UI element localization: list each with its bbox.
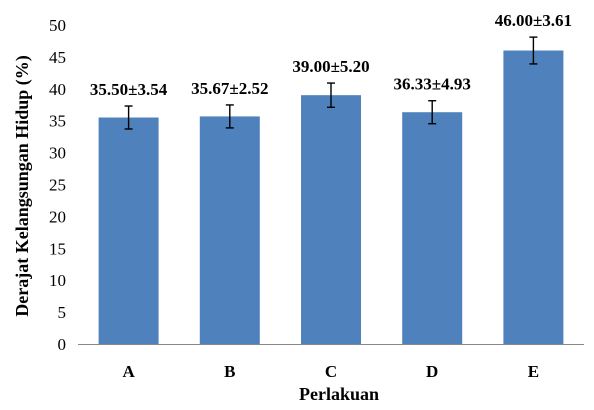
data-label: 35.67±2.52 — [191, 79, 268, 98]
x-tick-label: E — [528, 362, 539, 381]
error-bar — [428, 100, 437, 125]
x-axis-title: Perlakuan — [299, 384, 379, 404]
x-tick-label: C — [325, 362, 337, 381]
x-tick-label: D — [426, 362, 438, 381]
data-label: 39.00±5.20 — [292, 57, 369, 76]
y-tick-label: 10 — [49, 271, 66, 290]
bar — [98, 117, 159, 344]
bar — [301, 95, 361, 345]
y-tick-label: 40 — [49, 80, 66, 99]
error-bar — [529, 36, 538, 65]
y-tick-label: 0 — [58, 335, 67, 354]
y-tick-label: 50 — [49, 16, 66, 35]
x-tick-label: B — [224, 362, 235, 381]
bar — [503, 50, 564, 345]
y-tick-label: 15 — [49, 239, 66, 258]
y-tick-label: 30 — [49, 144, 66, 163]
bar — [199, 116, 260, 344]
y-tick-label: 25 — [49, 176, 66, 195]
data-label: 46.00±3.61 — [495, 11, 572, 30]
y-tick-label: 45 — [49, 48, 66, 67]
error-bar — [225, 104, 234, 129]
data-label: 35.50±3.54 — [90, 80, 168, 99]
bar — [402, 112, 463, 344]
data-label: 36.33±4.93 — [394, 75, 471, 94]
y-axis-title: Derajat Kelangsungan Hidup (%) — [12, 55, 33, 317]
y-tick-label: 20 — [49, 207, 66, 226]
y-tick-label: 35 — [49, 112, 66, 131]
error-bar — [124, 105, 133, 130]
x-tick-label: A — [122, 362, 135, 381]
y-tick-label: 5 — [58, 303, 67, 322]
error-bar — [327, 82, 335, 109]
